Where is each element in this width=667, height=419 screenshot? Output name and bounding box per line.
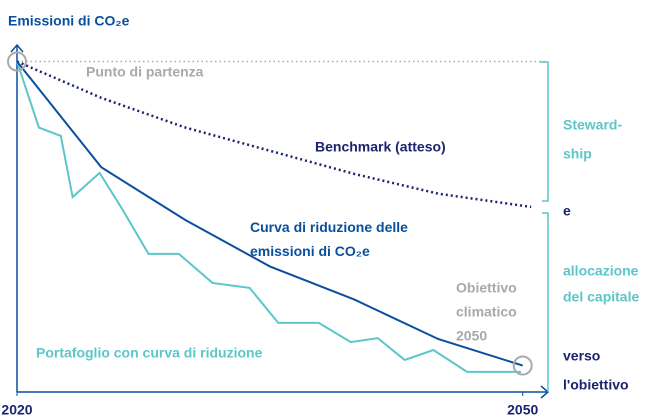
side-note: verso bbox=[563, 348, 600, 364]
x-tick-label: 2020 bbox=[1, 402, 32, 418]
bracket bbox=[540, 61, 549, 202]
series-line bbox=[16, 60, 524, 367]
start-label: Punto di partenza bbox=[86, 64, 204, 80]
target-label: Obiettivo bbox=[456, 280, 517, 296]
side-note: l'obiettivo bbox=[563, 377, 629, 393]
side-note: Steward- bbox=[563, 117, 622, 133]
target-marker bbox=[512, 355, 533, 376]
x-tick-label: 2050 bbox=[507, 402, 538, 418]
series-label: Benchmark (atteso) bbox=[315, 139, 446, 155]
series-label: Curva di riduzione delle emissioni di CO₂… bbox=[250, 219, 408, 259]
side-note: allocazione bbox=[563, 263, 639, 279]
side-note: del capitale bbox=[563, 289, 639, 305]
side-note: e bbox=[563, 203, 571, 219]
target-label: climatico bbox=[456, 304, 517, 320]
bracket bbox=[542, 212, 549, 392]
series-line bbox=[16, 61, 522, 373]
start-marker bbox=[7, 51, 27, 72]
series-line bbox=[16, 60, 532, 209]
series-label: Portafoglio con curva di riduzione bbox=[36, 345, 263, 361]
chart-title: Emissioni di CO₂e bbox=[8, 13, 130, 29]
target-label: 2050 bbox=[456, 328, 487, 344]
side-note: ship bbox=[563, 146, 592, 162]
y-axis-arrow bbox=[10, 43, 24, 53]
